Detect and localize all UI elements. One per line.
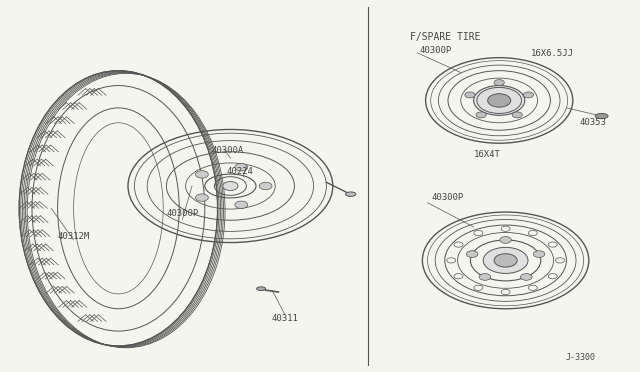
Text: 40300A: 40300A — [211, 146, 243, 155]
Text: 40300P: 40300P — [419, 46, 451, 55]
Circle shape — [533, 251, 545, 257]
Ellipse shape — [346, 192, 356, 196]
Text: F/SPARE TIRE: F/SPARE TIRE — [410, 32, 480, 42]
Circle shape — [488, 94, 511, 107]
Circle shape — [500, 237, 511, 243]
Text: 16X4T: 16X4T — [474, 150, 500, 159]
Circle shape — [479, 273, 491, 280]
Text: 40312M: 40312M — [58, 232, 90, 241]
Ellipse shape — [196, 194, 209, 201]
Circle shape — [477, 87, 522, 113]
Ellipse shape — [235, 164, 248, 171]
Text: J-3300: J-3300 — [565, 353, 595, 362]
Ellipse shape — [257, 287, 266, 291]
Circle shape — [483, 247, 528, 273]
Circle shape — [524, 92, 534, 98]
Ellipse shape — [259, 182, 272, 190]
Circle shape — [494, 80, 504, 86]
Text: 40224: 40224 — [227, 167, 253, 176]
Ellipse shape — [223, 182, 238, 190]
Text: 40353: 40353 — [579, 118, 606, 126]
Text: 40311: 40311 — [271, 314, 298, 323]
Circle shape — [512, 112, 522, 118]
Circle shape — [467, 251, 478, 257]
Circle shape — [520, 273, 532, 280]
Text: 40300P: 40300P — [166, 209, 198, 218]
Ellipse shape — [595, 113, 608, 119]
Circle shape — [465, 92, 475, 98]
Text: 40300P: 40300P — [432, 193, 464, 202]
Circle shape — [474, 86, 525, 115]
Circle shape — [494, 254, 517, 267]
Text: 16X6.5JJ: 16X6.5JJ — [531, 49, 574, 58]
Ellipse shape — [196, 171, 209, 178]
Circle shape — [476, 112, 486, 118]
Ellipse shape — [235, 201, 248, 208]
